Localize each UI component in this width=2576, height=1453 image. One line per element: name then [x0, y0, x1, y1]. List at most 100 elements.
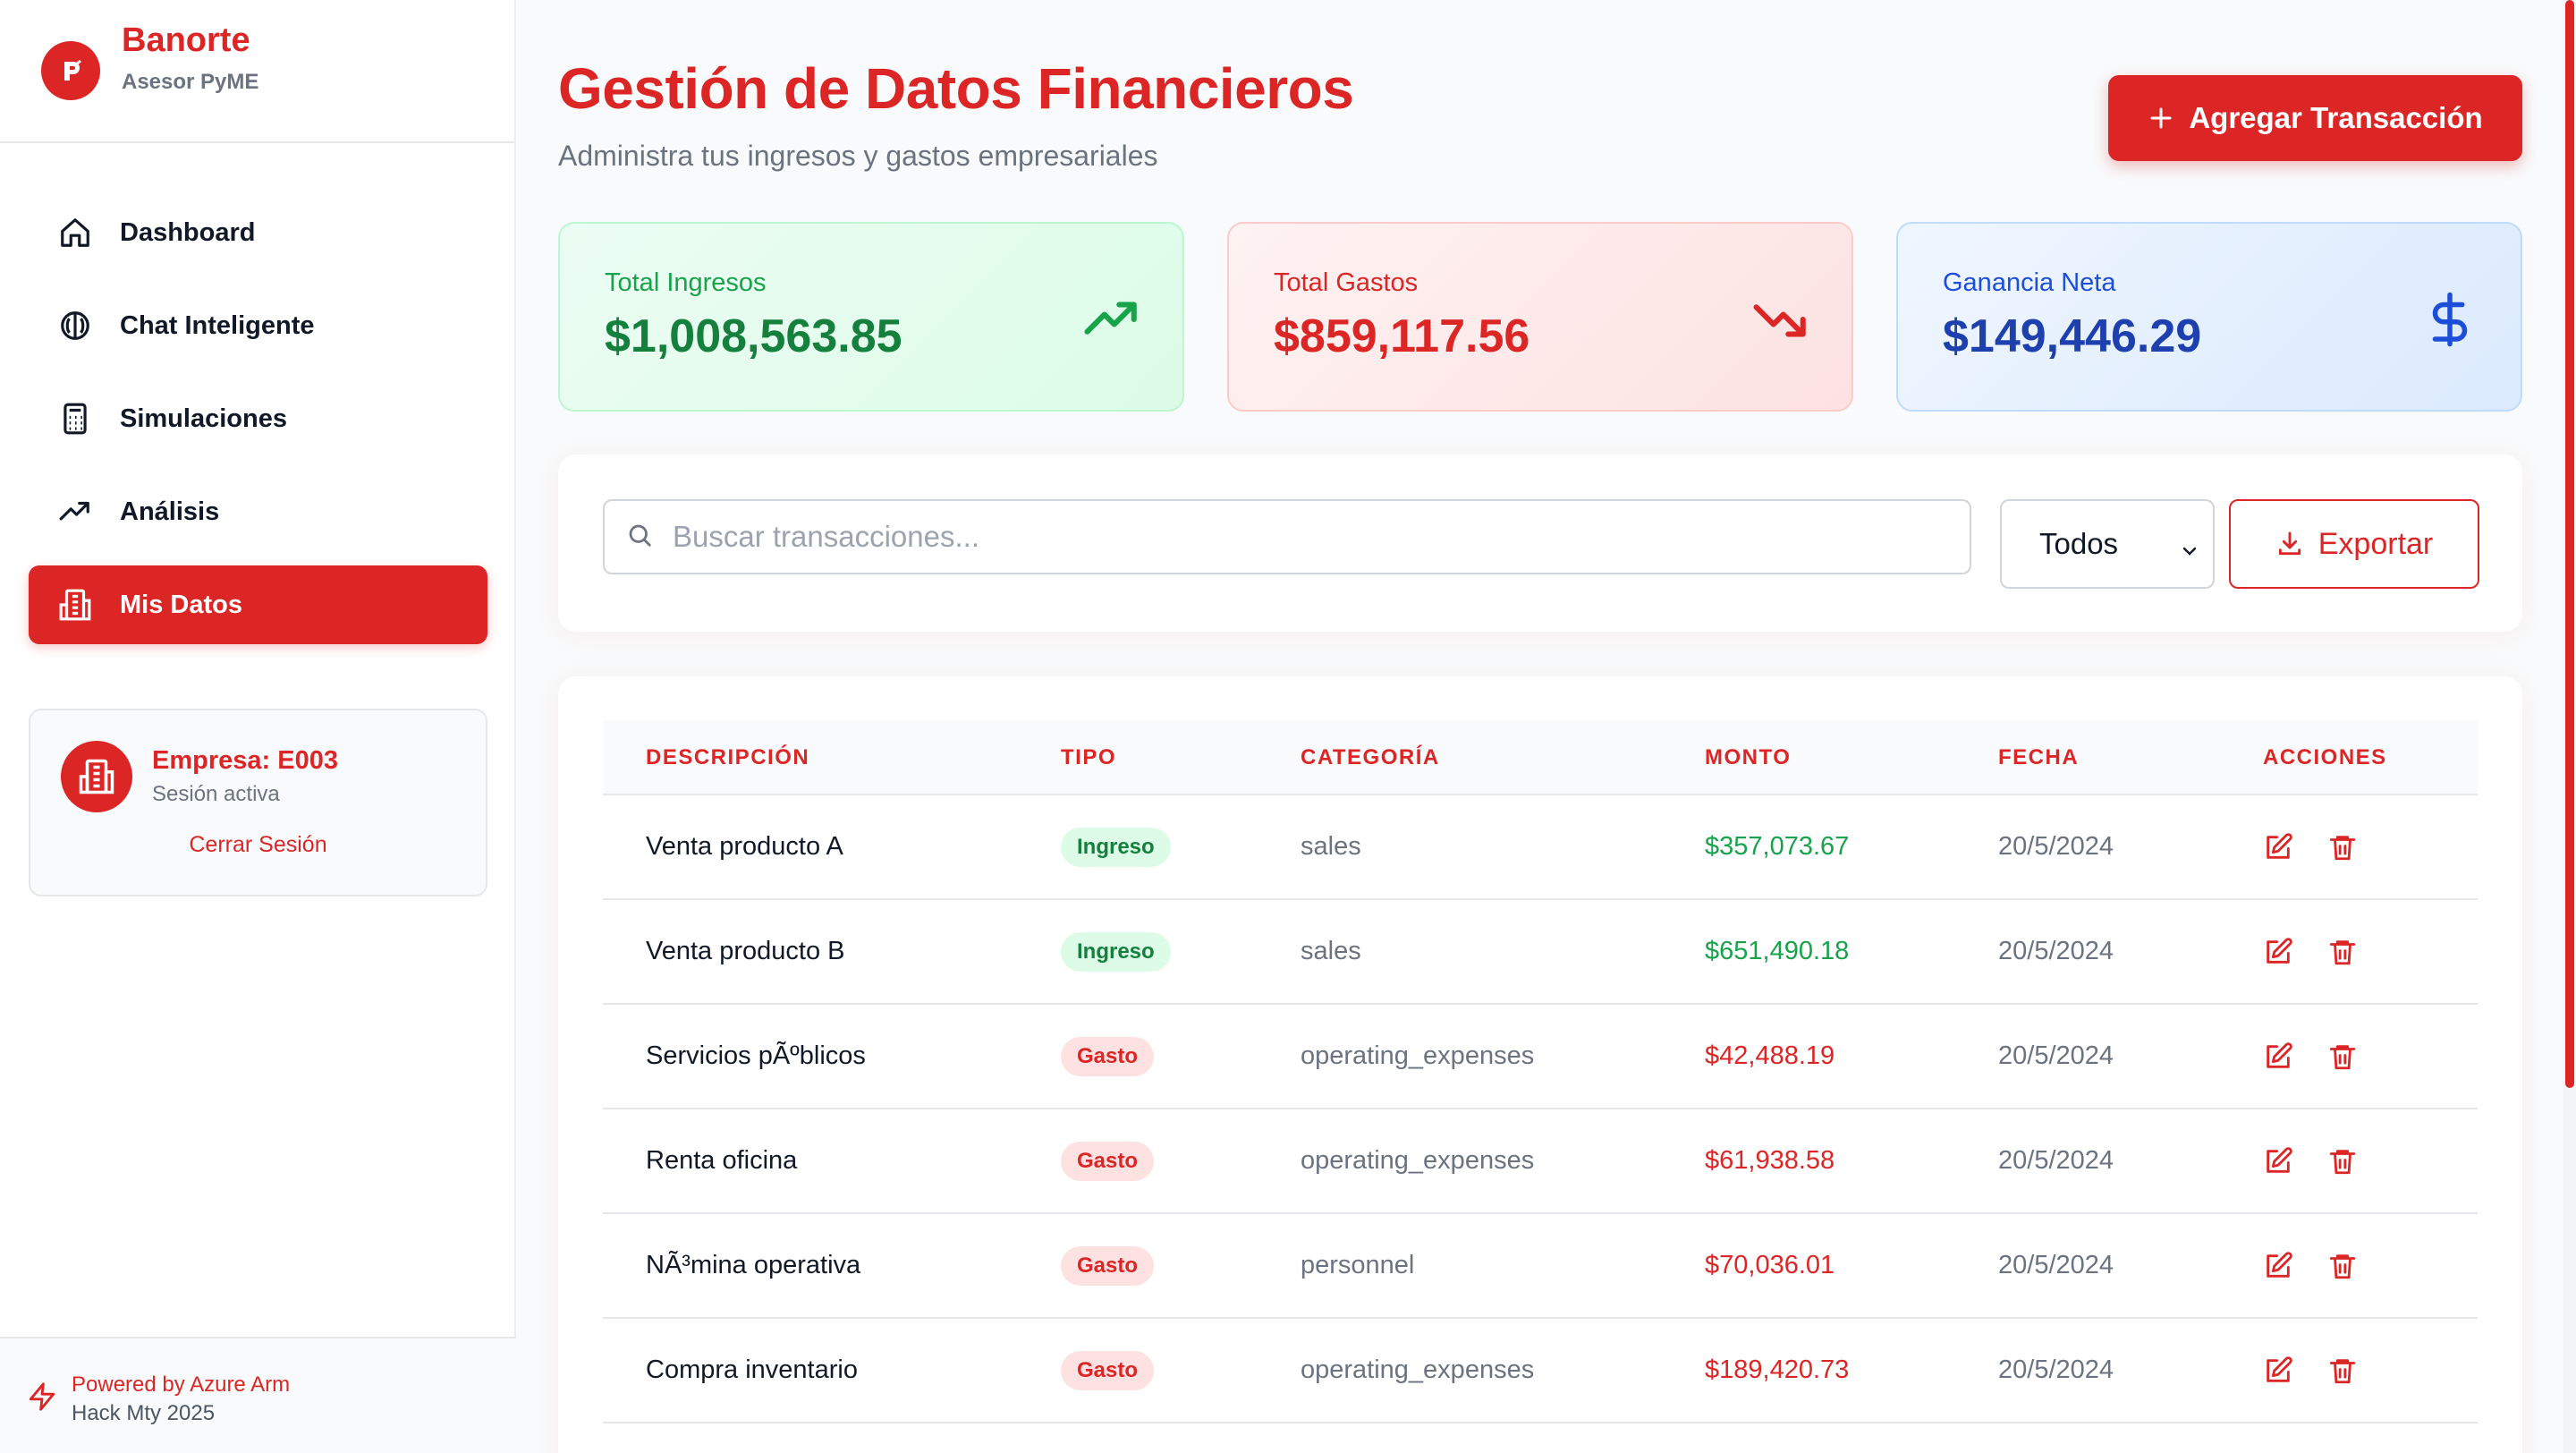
trash-icon[interactable] — [2327, 937, 2358, 967]
transactions-card: DESCRIPCIÓN TIPO CATEGORÍA MONTO FECHA A… — [558, 676, 2522, 1453]
edit-icon[interactable] — [2263, 1251, 2293, 1281]
row-description: Venta producto B — [646, 937, 845, 965]
table-row: Renta oficina Gasto operating_expenses $… — [603, 1109, 2478, 1213]
chevron-down-icon — [2179, 535, 2200, 569]
table-header-row: DESCRIPCIÓN TIPO CATEGORÍA MONTO FECHA A… — [603, 721, 2478, 794]
search-icon — [626, 522, 653, 553]
type-filter-value: Todos — [2039, 527, 2119, 560]
column-header-categoria[interactable]: CATEGORÍA — [1301, 744, 1440, 769]
row-description: Compra inventario — [646, 1355, 858, 1384]
row-description: Renta oficina — [646, 1146, 798, 1175]
row-date: 20/5/2024 — [1998, 1251, 2114, 1279]
building-icon — [57, 587, 93, 623]
stat-label: Total Gastos — [1274, 268, 1419, 297]
sidebar-item-label: Dashboard — [120, 217, 256, 247]
sidebar-footer: Powered by Azure Arm Hack Mty 2025 — [0, 1337, 516, 1453]
stat-value: $859,117.56 — [1274, 310, 1530, 362]
stat-card-income: Total Ingresos $1,008,563.85 — [558, 222, 1184, 412]
sidebar-item-dashboard[interactable]: Dashboard — [29, 193, 487, 272]
row-description: Servicios pÃºblicos — [646, 1041, 866, 1070]
session-company: Empresa: E003 — [152, 746, 338, 775]
trash-icon[interactable] — [2327, 1146, 2358, 1177]
sidebar-item-label: Chat Inteligente — [120, 310, 315, 340]
sidebar-item-analisis[interactable]: Análisis — [29, 472, 487, 551]
row-date: 20/5/2024 — [1998, 1355, 2114, 1384]
add-transaction-button[interactable]: Agregar Transacción — [2108, 75, 2522, 161]
type-badge: Gasto — [1061, 1141, 1155, 1181]
calculator-icon — [57, 401, 93, 437]
lightning-icon — [27, 1381, 57, 1416]
table-row: NÃ³mina operativa Gasto personnel $70,03… — [603, 1213, 2478, 1318]
column-header-tipo[interactable]: TIPO — [1061, 744, 1117, 769]
session-status: Sesión activa — [152, 782, 280, 806]
row-amount: $42,488.19 — [1705, 1041, 1835, 1070]
sidebar-item-simulaciones[interactable]: Simulaciones — [29, 379, 487, 458]
table-row: Servicios pÃºblicos Gasto operating_expe… — [603, 1004, 2478, 1109]
banorte-logo-icon — [41, 41, 100, 100]
type-filter-select[interactable]: Todos — [2000, 499, 2215, 589]
row-date: 20/5/2024 — [1998, 832, 2114, 861]
logout-button[interactable]: Cerrar Sesión — [189, 832, 327, 857]
edit-icon[interactable] — [2263, 832, 2293, 862]
type-badge: Ingreso — [1061, 931, 1171, 972]
search-input[interactable] — [673, 520, 1925, 554]
page-title: Gestión de Datos Financieros — [558, 56, 1354, 121]
sidebar-item-label: Mis Datos — [120, 590, 242, 619]
edit-icon[interactable] — [2263, 937, 2293, 967]
row-date: 20/5/2024 — [1998, 937, 2114, 965]
plus-icon — [2148, 105, 2174, 132]
row-amount: $70,036.01 — [1705, 1251, 1835, 1279]
download-icon — [2275, 530, 2304, 558]
sidebar-item-mis-datos[interactable]: Mis Datos — [29, 565, 487, 644]
row-amount: $357,073.67 — [1705, 832, 1850, 861]
trash-icon[interactable] — [2327, 1041, 2358, 1072]
trash-icon[interactable] — [2327, 1251, 2358, 1281]
stat-label: Total Ingresos — [605, 268, 767, 297]
row-category: operating_expenses — [1301, 1041, 1535, 1070]
company-avatar-icon — [61, 741, 132, 812]
column-header-fecha[interactable]: FECHA — [1998, 744, 2080, 769]
brand-subtitle: Asesor PyME — [122, 70, 259, 94]
search-box — [603, 499, 1971, 574]
row-category: sales — [1301, 832, 1361, 861]
stat-value: $149,446.29 — [1943, 310, 2202, 362]
table-row: Venta producto B Ingreso sales $651,490.… — [603, 899, 2478, 1004]
row-date: 20/5/2024 — [1998, 1041, 2114, 1070]
sidebar-item-chat[interactable]: Chat Inteligente — [29, 286, 487, 365]
row-category: personnel — [1301, 1251, 1415, 1279]
footer-event: Hack Mty 2025 — [72, 1401, 216, 1425]
trash-icon[interactable] — [2327, 832, 2358, 862]
sidebar-item-label: Análisis — [120, 497, 220, 526]
row-amount: $61,938.58 — [1705, 1146, 1835, 1175]
edit-icon[interactable] — [2263, 1146, 2293, 1177]
trending-up-icon — [57, 494, 93, 530]
trending-up-icon — [1082, 290, 1141, 353]
export-button[interactable]: Exportar — [2229, 499, 2479, 589]
row-category: sales — [1301, 937, 1361, 965]
filter-bar: Todos Exportar — [558, 455, 2522, 632]
edit-icon[interactable] — [2263, 1041, 2293, 1072]
table-row: Compra inventario Gasto operating_expens… — [603, 1318, 2478, 1423]
brand-header: Banorte Asesor PyME — [0, 0, 514, 143]
row-category: operating_expenses — [1301, 1146, 1535, 1175]
edit-icon[interactable] — [2263, 1355, 2293, 1386]
type-badge: Gasto — [1061, 1350, 1155, 1390]
type-badge: Ingreso — [1061, 827, 1171, 867]
add-transaction-label: Agregar Transacción — [2189, 101, 2483, 134]
session-card: Empresa: E003 Sesión activa Cerrar Sesió… — [29, 709, 487, 896]
column-header-descripcion[interactable]: DESCRIPCIÓN — [646, 744, 810, 769]
sidebar-nav: Dashboard Chat Inteligente Simulaciones … — [29, 193, 487, 659]
dollar-icon — [2420, 290, 2479, 353]
column-header-monto[interactable]: MONTO — [1705, 744, 1792, 769]
trash-icon[interactable] — [2327, 1355, 2358, 1386]
export-label: Exportar — [2318, 526, 2434, 561]
scrollbar-thumb[interactable] — [2565, 0, 2574, 1088]
page-scrollbar[interactable] — [2563, 0, 2576, 1453]
trending-down-icon — [1751, 290, 1810, 353]
type-badge: Gasto — [1061, 1245, 1155, 1286]
row-description: Venta producto A — [646, 832, 843, 861]
row-date: 20/5/2024 — [1998, 1146, 2114, 1175]
type-badge: Gasto — [1061, 1036, 1155, 1076]
table-row: Venta producto A Ingreso sales $357,073.… — [603, 794, 2478, 899]
brain-icon — [57, 308, 93, 344]
